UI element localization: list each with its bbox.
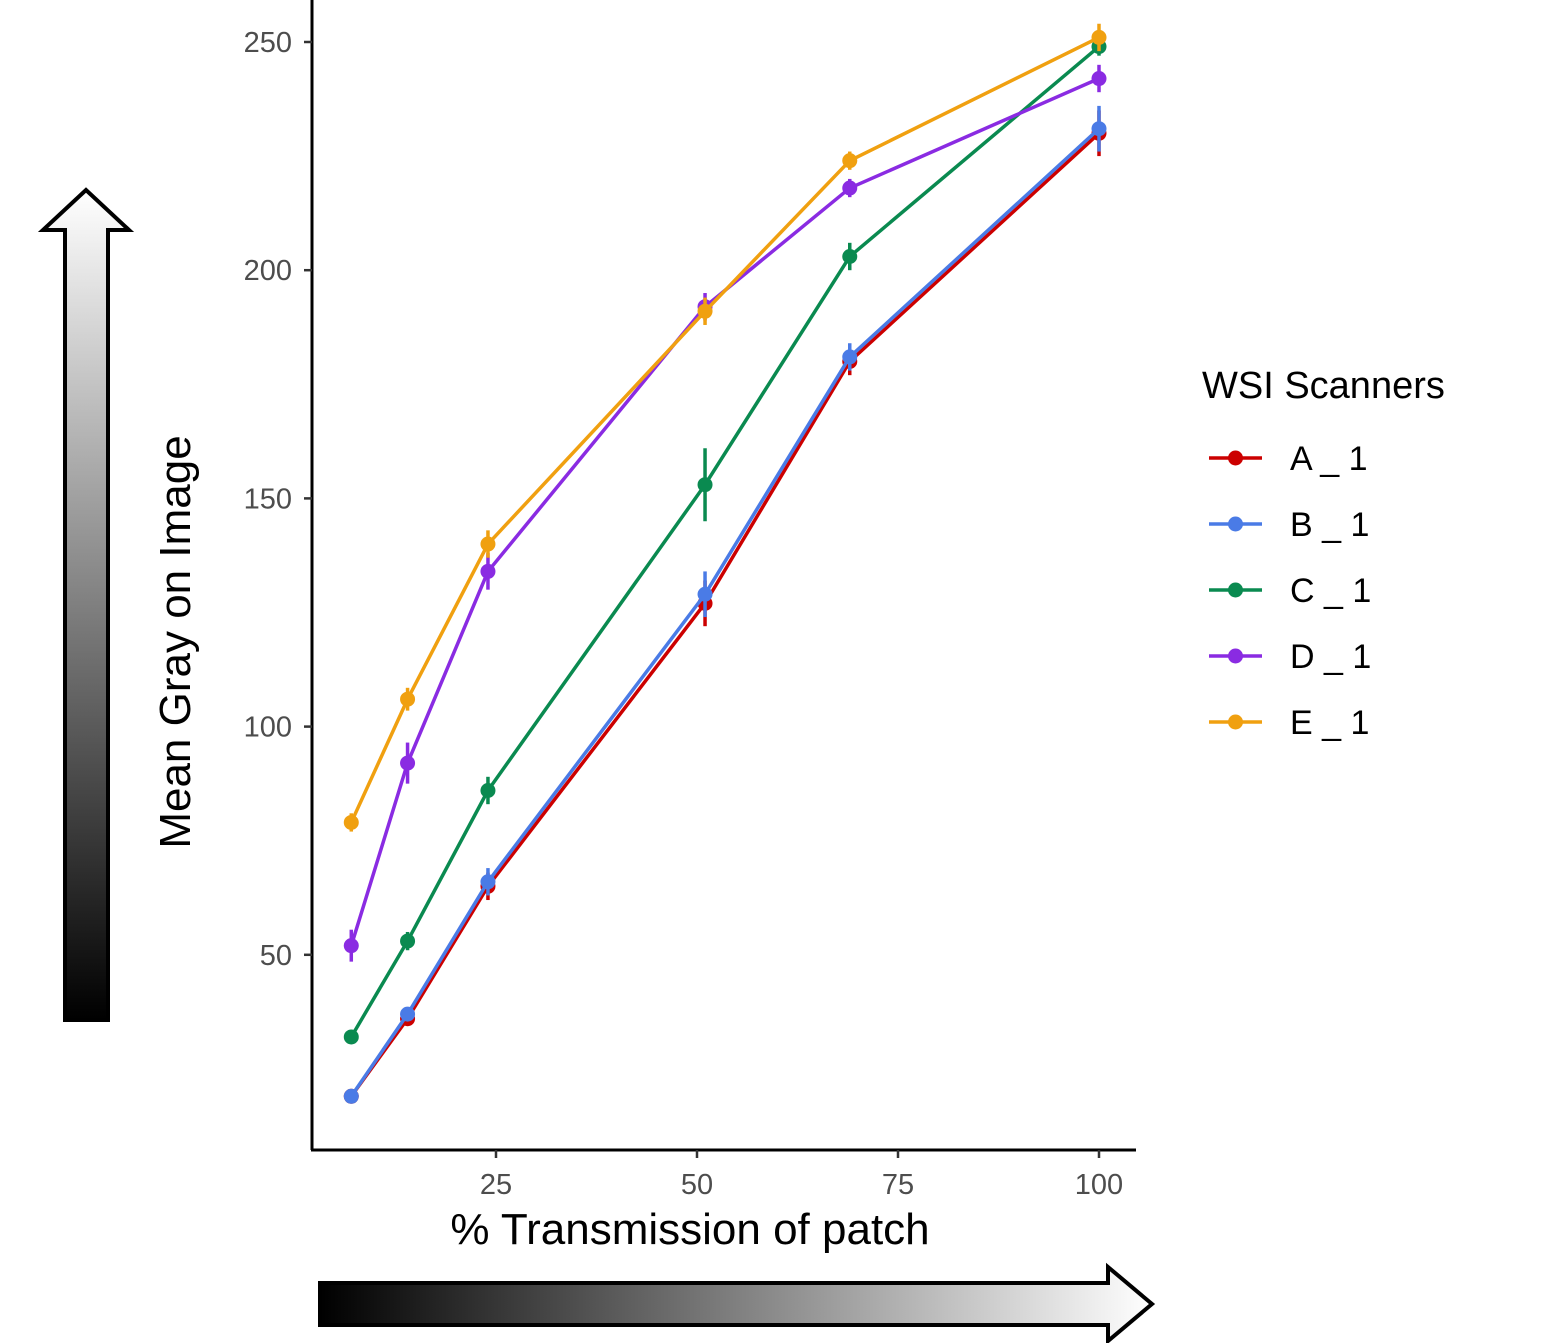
- data-point: [480, 782, 496, 798]
- legend-key-point: [1228, 714, 1243, 730]
- data-point: [842, 349, 858, 365]
- data-point: [480, 563, 496, 579]
- y-tick-label: 250: [244, 27, 292, 59]
- y-tick-label: 200: [244, 255, 292, 287]
- series-line: [349, 35, 1100, 824]
- data-point: [400, 691, 416, 707]
- series-d: [343, 64, 1107, 962]
- legend: WSI Scanners A _ 1 B _ 1 C _ 1 D _ 1 E _ 1: [1202, 365, 1445, 742]
- legend-item: B _ 1: [1209, 506, 1369, 544]
- plot-series: [343, 23, 1107, 1104]
- y-tick-label: 100: [244, 712, 292, 744]
- series-line: [349, 131, 1101, 1098]
- series-line: [349, 45, 1101, 1038]
- legend-label: C _ 1: [1290, 572, 1371, 610]
- legend-key-point: [1228, 648, 1243, 664]
- data-point: [697, 477, 713, 493]
- data-point: [343, 814, 359, 830]
- series-line: [349, 127, 1101, 1098]
- data-point: [400, 933, 416, 949]
- series-e: [343, 23, 1107, 832]
- data-point: [842, 180, 858, 196]
- x-tick-label: 25: [480, 1169, 512, 1201]
- data-point: [480, 536, 496, 552]
- legend-label: B _ 1: [1290, 506, 1369, 544]
- gray-level-up-arrow-icon: [37, 187, 135, 1022]
- legend-label: D _ 1: [1290, 638, 1371, 676]
- series-line: [349, 76, 1100, 947]
- x-tick-label: 50: [681, 1169, 713, 1201]
- data-point: [842, 249, 858, 265]
- transmission-right-arrow-icon: [318, 1262, 1156, 1343]
- data-point: [343, 1088, 359, 1104]
- series-a: [343, 110, 1107, 1104]
- legend-key-point: [1228, 516, 1243, 532]
- data-point: [1091, 29, 1107, 45]
- x-axis-title: % Transmission of patch: [450, 1205, 929, 1254]
- series-b: [343, 105, 1107, 1104]
- data-point: [343, 938, 359, 954]
- data-point: [842, 153, 858, 169]
- y-axis-ticks: 50 100 150 200 250: [244, 27, 312, 972]
- data-point: [1091, 71, 1107, 87]
- legend-item: C _ 1: [1209, 572, 1371, 610]
- x-tick-label: 75: [882, 1169, 914, 1201]
- y-axis-title: Mean Gray on Image: [151, 435, 200, 848]
- data-point: [400, 1006, 416, 1022]
- legend-key-point: [1228, 582, 1243, 598]
- x-tick-label: 100: [1075, 1169, 1123, 1201]
- data-point: [343, 1029, 359, 1045]
- legend-key-point: [1228, 450, 1243, 466]
- data-point: [697, 586, 713, 602]
- legend-item: A _ 1: [1209, 440, 1368, 478]
- data-point: [400, 755, 416, 771]
- series-c: [343, 37, 1107, 1045]
- data-point: [480, 874, 496, 890]
- data-point: [1091, 121, 1107, 137]
- x-axis-ticks: 25 50 75 100: [480, 1150, 1123, 1201]
- legend-title: WSI Scanners: [1202, 365, 1445, 407]
- y-tick-label: 150: [244, 483, 292, 515]
- data-point: [697, 303, 713, 319]
- legend-item: E _ 1: [1209, 704, 1369, 742]
- legend-label: A _ 1: [1290, 440, 1368, 478]
- y-tick-label: 50: [260, 940, 292, 972]
- legend-item: D _ 1: [1209, 638, 1371, 676]
- legend-label: E _ 1: [1290, 704, 1369, 742]
